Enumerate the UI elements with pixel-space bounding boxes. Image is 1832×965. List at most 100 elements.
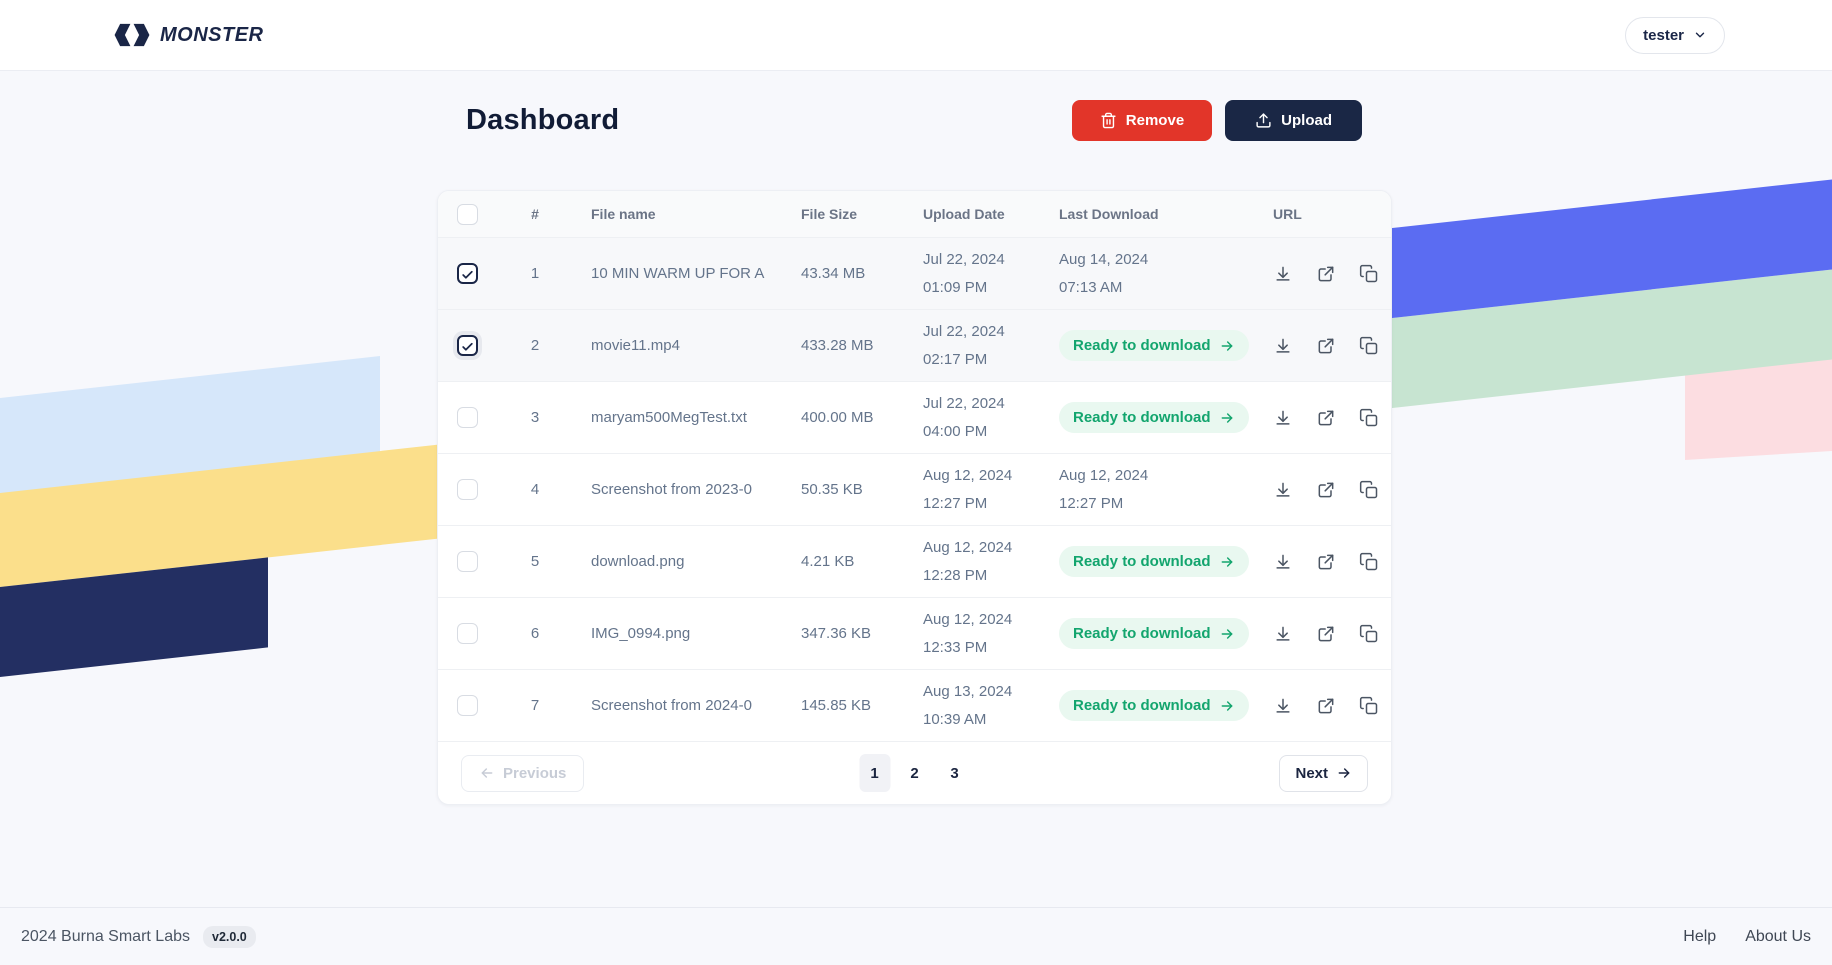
table-row: 5 download.png 4.21 KB Aug 12, 2024 12:28… [438,526,1391,598]
url-actions [1256,552,1391,572]
footer-links: Help About Us [1683,928,1811,946]
arrow-right-icon [1221,412,1232,423]
row-checkbox[interactable] [457,479,478,500]
table-row: 3 maryam500MegTest.txt 400.00 MB Jul 22,… [438,382,1391,454]
row-number: 6 [530,625,540,642]
row-checkbox[interactable] [457,263,478,284]
row-number: 4 [530,481,540,498]
download-icon[interactable] [1273,552,1293,572]
ready-to-download-badge[interactable]: Ready to download [1059,330,1249,361]
trash-icon [1100,112,1117,129]
row-checkbox[interactable] [457,623,478,644]
external-link-icon[interactable] [1316,696,1336,716]
about-us-link[interactable]: About Us [1745,927,1811,945]
external-link-icon[interactable] [1316,624,1336,644]
user-menu-button[interactable]: tester [1625,16,1725,54]
file-size: 347.36 KB [801,625,872,642]
upload-date: Aug 12, 2024 12:33 PM [923,612,1013,655]
row-number: 3 [530,409,540,426]
last-download-status: Ready to download [1042,546,1256,577]
column-header-uploaddate: Upload Date [923,206,1005,222]
arrow-right-icon [1221,700,1232,711]
file-size: 400.00 MB [801,409,874,426]
ready-to-download-badge[interactable]: Ready to download [1059,546,1249,577]
row-number: 2 [530,337,540,354]
copy-icon[interactable] [1359,336,1379,356]
download-icon[interactable] [1273,408,1293,428]
row-number: 7 [530,697,540,714]
previous-page-label: Previous [503,764,567,782]
column-header-number: # [531,206,539,222]
upload-date: Aug 12, 2024 12:27 PM [923,468,1013,511]
page-title: Dashboard [466,104,620,136]
page-number-2[interactable]: 2 [899,754,930,792]
ready-to-download-badge[interactable]: Ready to download [1059,402,1249,433]
brand-logo: MONSTER [113,22,264,48]
external-link-icon[interactable] [1316,552,1336,572]
copy-icon[interactable] [1359,552,1379,572]
external-link-icon[interactable] [1316,264,1336,284]
row-checkbox[interactable] [457,407,478,428]
file-name: Screenshot from 2023-0 [591,481,752,498]
last-download-status: Ready to download [1042,402,1256,433]
file-size: 433.28 MB [801,337,874,354]
previous-page-button[interactable]: Previous [461,754,585,792]
copy-icon[interactable] [1359,624,1379,644]
row-checkbox[interactable] [457,695,478,716]
column-header-url: URL [1273,206,1302,222]
remove-button[interactable]: Remove [1071,100,1213,141]
row-checkbox[interactable] [457,551,478,572]
table-row: 1 10 MIN WARM UP FOR A 43.34 MB Jul 22, … [438,238,1391,310]
next-page-label: Next [1295,764,1328,782]
url-actions [1256,480,1391,500]
help-link[interactable]: Help [1683,927,1717,945]
upload-button-label: Upload [1281,112,1332,129]
row-checkbox[interactable] [457,335,478,356]
arrow-right-icon [1221,628,1232,639]
upload-date: Aug 12, 2024 12:28 PM [923,540,1013,583]
arrow-right-icon [1221,556,1232,567]
upload-icon [1255,112,1272,129]
download-icon[interactable] [1273,696,1293,716]
upload-date: Jul 22, 2024 02:17 PM [923,324,1005,367]
url-actions [1256,264,1391,284]
select-all-checkbox[interactable] [457,203,478,225]
next-page-button[interactable]: Next [1279,754,1368,792]
download-icon[interactable] [1273,336,1293,356]
url-actions [1256,336,1391,356]
copy-icon[interactable] [1359,696,1379,716]
last-download-date: Aug 12, 2024 12:27 PM [1059,468,1149,511]
download-icon[interactable] [1273,264,1293,284]
last-download-status: Ready to download [1042,690,1256,721]
pagination-bar: Previous 1 2 3 Next [438,742,1391,804]
file-name: download.png [591,553,685,570]
upload-date: Jul 22, 2024 01:09 PM [923,252,1005,295]
page-number-1[interactable]: 1 [859,754,890,792]
main-content: Dashboard Remove Upload # File name File… [437,95,1392,805]
ready-to-download-badge[interactable]: Ready to download [1059,618,1249,649]
external-link-icon[interactable] [1316,336,1336,356]
external-link-icon[interactable] [1316,408,1336,428]
file-size: 50.35 KB [801,481,863,498]
file-size: 145.85 KB [801,697,872,714]
arrow-right-icon [1336,765,1352,781]
table-row: 7 Screenshot from 2024-0 145.85 KB Aug 1… [438,670,1391,742]
download-icon[interactable] [1273,624,1293,644]
external-link-icon[interactable] [1316,480,1336,500]
url-actions [1256,696,1391,716]
page-number-3[interactable]: 3 [939,754,970,792]
table-header-row: # File name File Size Upload Date Last D… [438,191,1391,238]
download-icon[interactable] [1273,480,1293,500]
url-actions [1256,408,1391,428]
copy-icon[interactable] [1359,408,1379,428]
url-actions [1256,624,1391,644]
monster-logo-icon [113,22,151,48]
file-size: 4.21 KB [801,553,855,570]
table-row: 2 movie11.mp4 433.28 MB Jul 22, 2024 02:1… [438,310,1391,382]
file-size: 43.34 MB [801,265,866,282]
top-header-bar: MONSTER tester [0,0,1832,71]
ready-to-download-badge[interactable]: Ready to download [1059,690,1249,721]
copy-icon[interactable] [1359,264,1379,284]
upload-button[interactable]: Upload [1225,100,1362,141]
copy-icon[interactable] [1359,480,1379,500]
